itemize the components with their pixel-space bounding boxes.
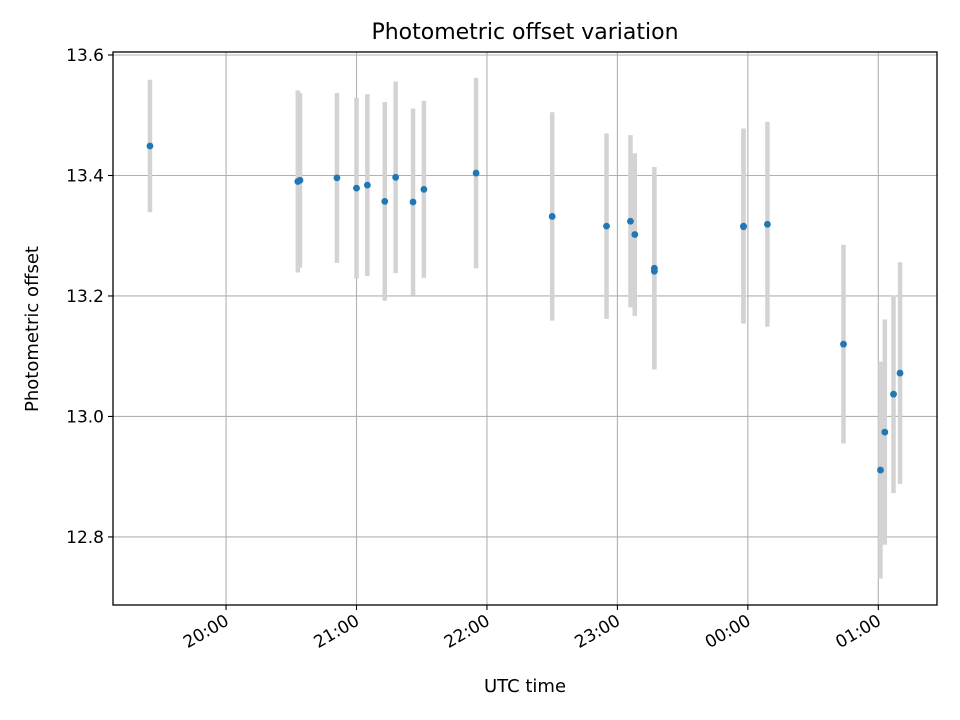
data-point xyxy=(740,223,747,231)
y-tick-label: 13.2 xyxy=(66,287,104,307)
data-points xyxy=(146,142,904,474)
data-point xyxy=(333,174,341,182)
data-point xyxy=(363,181,371,189)
data-point xyxy=(603,222,610,230)
data-point xyxy=(896,369,904,377)
y-axis-label: Photometric offset xyxy=(22,246,43,412)
y-tick-label: 12.8 xyxy=(66,528,104,548)
y-axis-ticks: 12.8 13.0 13.2 13.4 13.6 xyxy=(66,46,113,548)
data-point xyxy=(627,217,634,225)
chart-title: Photometric offset variation xyxy=(371,20,678,45)
data-point xyxy=(381,197,389,205)
data-point xyxy=(296,176,304,184)
plot-frame xyxy=(112,51,938,606)
y-tick-label: 13.6 xyxy=(66,46,104,66)
data-point xyxy=(420,185,428,193)
data-point xyxy=(409,198,417,206)
data-point xyxy=(840,340,847,348)
data-point xyxy=(631,231,639,238)
data-point xyxy=(650,267,658,275)
x-axis-label: UTC time xyxy=(484,676,566,697)
data-point xyxy=(353,184,360,192)
data-point xyxy=(472,169,480,177)
data-point xyxy=(881,428,889,436)
data-point xyxy=(764,220,771,228)
data-point xyxy=(392,173,400,181)
data-point xyxy=(877,466,884,474)
grid-lines xyxy=(113,52,937,605)
data-point xyxy=(890,390,897,398)
y-tick-label: 13.0 xyxy=(66,407,104,427)
data-point xyxy=(548,213,556,220)
y-tick-label: 13.4 xyxy=(66,166,104,186)
data-point xyxy=(146,142,154,150)
